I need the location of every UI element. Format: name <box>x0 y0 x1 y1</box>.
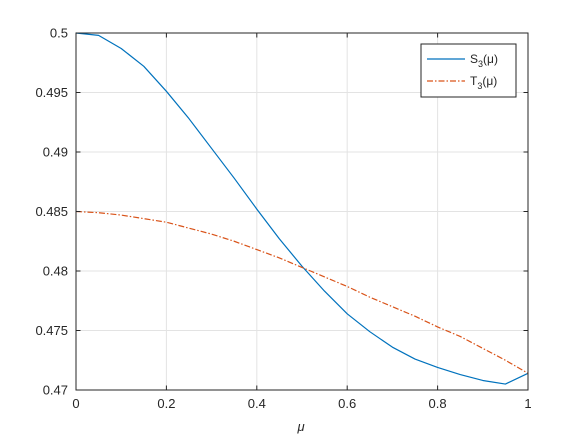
legend-entry-label: T3(μ) <box>470 74 497 91</box>
legend-box <box>420 43 517 98</box>
series-line-s <box>75 32 529 385</box>
x-tick-label: 0.2 <box>157 396 175 411</box>
legend-entry-label: S3(μ) <box>470 52 498 69</box>
y-tick-label: 0.495 <box>35 85 68 100</box>
y-tick-label: 0.485 <box>35 204 68 219</box>
series-layer <box>75 32 529 385</box>
y-tick-label: 0.5 <box>50 26 68 41</box>
x-tick-label: 0 <box>72 396 79 411</box>
x-tick-label: 1 <box>524 396 531 411</box>
tick-labels: 0 0.2 0.4 0.6 0.8 1 0.47 0.475 0.48 0.485 0.49 0.49… <box>35 26 531 412</box>
x-axis-label: μ <box>296 419 304 434</box>
x-tick-label: 0.4 <box>248 396 266 411</box>
x-tick-label: 0.6 <box>338 396 356 411</box>
y-tick-label: 0.47 <box>43 383 68 398</box>
legend: S3(μ) T3(μ) <box>420 43 517 98</box>
series-line-t <box>75 210 529 374</box>
y-tick-label: 0.49 <box>43 145 68 160</box>
axes <box>75 32 529 391</box>
y-tick-label: 0.48 <box>43 264 68 279</box>
y-tick-label: 0.475 <box>35 323 68 338</box>
x-tick-label: 0.8 <box>429 396 447 411</box>
